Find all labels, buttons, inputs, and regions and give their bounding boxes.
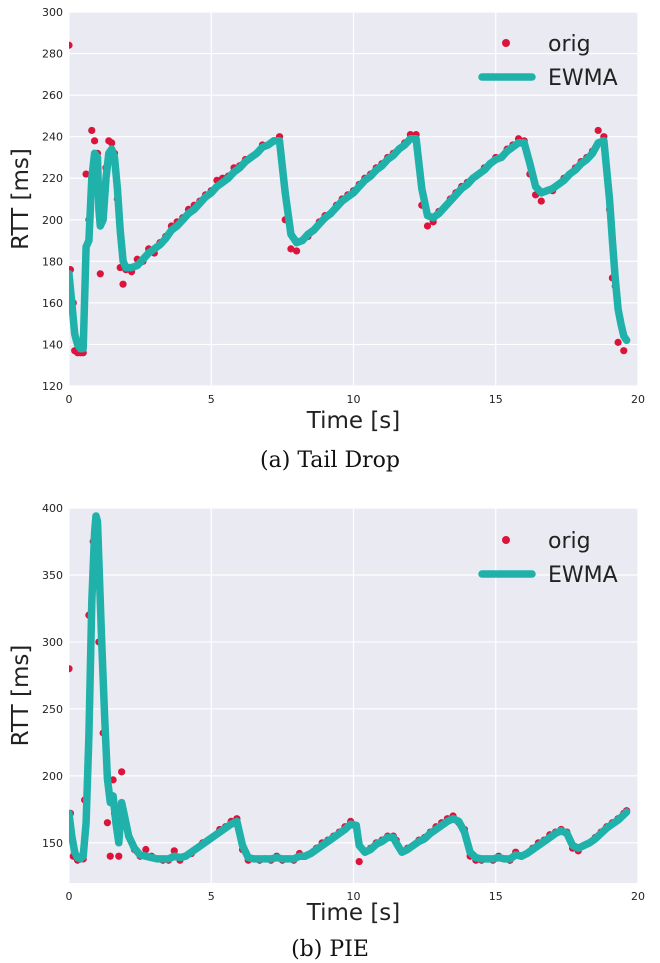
y-tick-label: 140 <box>42 338 63 351</box>
x-axis-label: Time [s] <box>306 900 401 926</box>
orig-point <box>620 347 628 355</box>
x-tick-label: 0 <box>66 890 73 903</box>
y-tick-label: 200 <box>42 770 63 783</box>
figure-caption: (b) PIE <box>291 937 369 962</box>
orig-point <box>91 137 99 145</box>
x-tick-label: 10 <box>347 393 361 406</box>
legend-ewma-label: EWMA <box>548 563 618 588</box>
y-tick-label: 220 <box>42 172 63 185</box>
y-tick-label: 350 <box>42 569 63 582</box>
x-tick-label: 0 <box>66 393 73 406</box>
orig-point <box>115 852 123 860</box>
orig-point <box>106 852 114 860</box>
y-axis-label: RTT [ms] <box>8 148 34 250</box>
y-tick-label: 160 <box>42 297 63 310</box>
orig-point <box>119 280 127 288</box>
y-tick-label: 240 <box>42 131 63 144</box>
legend-orig-label: orig <box>548 32 591 57</box>
ewma-line <box>69 134 631 353</box>
chart-panel-0: 0 5 10 15 20 120 140 160 180 200 220 240 260 280 300 Ti… <box>8 6 645 473</box>
orig-point <box>614 338 622 346</box>
x-tick-label: 5 <box>208 393 215 406</box>
orig-point <box>287 245 295 253</box>
y-tick-label: 300 <box>42 636 63 649</box>
orig-point <box>69 41 73 49</box>
orig-point <box>96 270 104 278</box>
orig-point <box>103 819 112 827</box>
legend-orig-marker <box>502 536 510 544</box>
orig-point <box>170 847 178 855</box>
orig-point <box>355 857 363 866</box>
legend-ewma-label: EWMA <box>548 66 618 91</box>
y-tick-label: 180 <box>42 255 63 268</box>
x-axis-label: Time [s] <box>306 408 401 434</box>
y-tick-label: 250 <box>42 703 63 716</box>
x-tick-label: 20 <box>631 890 645 903</box>
gridlines <box>68 11 639 387</box>
orig-point <box>142 845 150 854</box>
ewma-line <box>69 512 631 863</box>
x-tick-label: 5 <box>208 890 215 903</box>
orig-point <box>118 768 126 776</box>
orig-point <box>88 126 96 135</box>
legend-orig-label: orig <box>548 529 591 554</box>
x-tick-label: 15 <box>489 393 503 406</box>
x-tick-label: 15 <box>489 890 503 903</box>
y-tick-label: 200 <box>42 214 63 227</box>
orig-point <box>108 139 116 147</box>
chart-panel-1: 0 5 10 15 20 150 200 250 300 350 400 Time [s] RTT [m… <box>8 502 645 962</box>
legend: orig EWMA <box>478 32 618 91</box>
legend-orig-marker <box>502 39 510 47</box>
x-tick-label: 20 <box>631 393 645 406</box>
series-group <box>69 41 631 357</box>
y-tick-label: 300 <box>42 6 63 19</box>
y-tick-label: 150 <box>42 837 63 850</box>
orig-point <box>293 247 301 255</box>
y-tick-label: 280 <box>42 48 63 61</box>
y-tick-label: 400 <box>42 502 63 515</box>
legend: orig EWMA <box>478 529 618 588</box>
orig-point <box>82 170 90 178</box>
y-tick-label: 260 <box>42 89 63 102</box>
orig-point <box>594 126 602 135</box>
y-tick-label: 120 <box>42 380 63 393</box>
orig-point <box>423 222 432 230</box>
x-tick-label: 10 <box>347 890 361 903</box>
figure-caption: (a) Tail Drop <box>260 448 400 473</box>
y-axis-label: RTT [ms] <box>8 645 34 747</box>
orig-point <box>537 197 545 205</box>
orig-point <box>69 665 73 673</box>
series-group <box>69 512 631 866</box>
